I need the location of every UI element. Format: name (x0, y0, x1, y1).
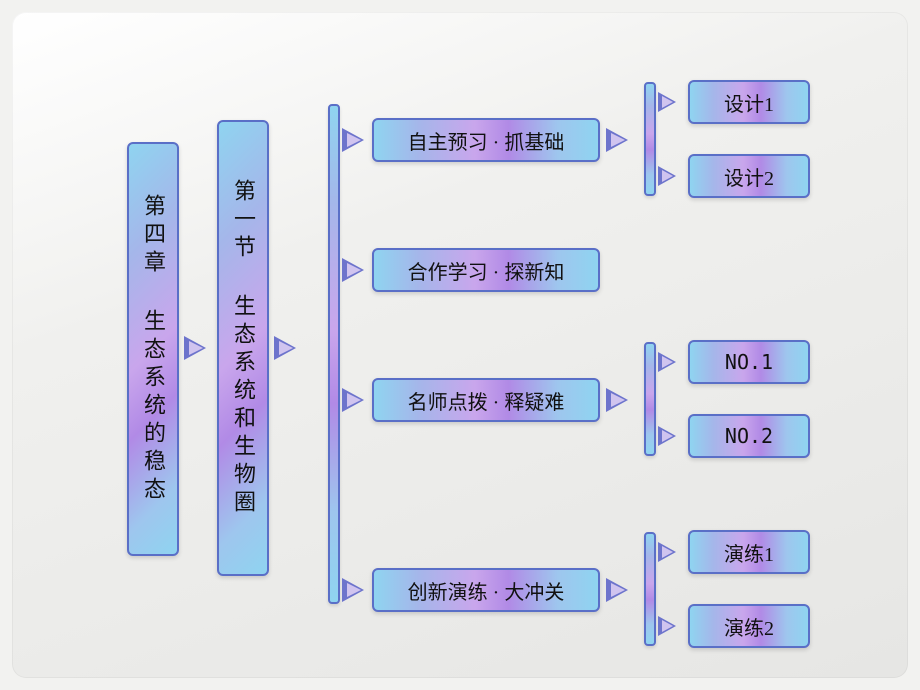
node-l1b: 设计2 (688, 154, 810, 198)
node-l4b: 演练2 (688, 604, 810, 648)
node-section-label: 第一节 生态系统和生物圈 (227, 179, 259, 518)
node-m4: 创新演练 · 大冲关 (372, 568, 600, 612)
node-l3b: NO.2 (688, 414, 810, 458)
node-chapter-label: 第四章 生态系统的稳态 (137, 194, 169, 505)
node-l4b-label: 演练2 (724, 612, 774, 641)
node-m1: 自主预习 · 抓基础 (372, 118, 600, 162)
node-m2: 合作学习 · 探新知 (372, 248, 600, 292)
node-l1a-label: 设计1 (724, 88, 774, 117)
node-section: 第一节 生态系统和生物圈 (217, 120, 269, 576)
node-l1a: 设计1 (688, 80, 810, 124)
node-m3: 名师点拨 · 释疑难 (372, 378, 600, 422)
connector-bar-m4 (644, 532, 656, 646)
node-l1b-label: 设计2 (724, 162, 774, 191)
node-l4a: 演练1 (688, 530, 810, 574)
node-l3a-label: NO.1 (725, 350, 773, 374)
node-l3b-label: NO.2 (725, 424, 773, 448)
connector-bar-m1 (644, 82, 656, 196)
node-m2-label: 合作学习 · 探新知 (408, 256, 565, 285)
diagram-panel: 第四章 生态系统的稳态 第一节 生态系统和生物圈 自主预习 · 抓基础 合作学习… (12, 12, 908, 678)
node-m4-label: 创新演练 · 大冲关 (408, 576, 565, 605)
node-l4a-label: 演练1 (724, 538, 774, 567)
connector-bar-m3 (644, 342, 656, 456)
connector-bar-main (328, 104, 340, 604)
node-m1-label: 自主预习 · 抓基础 (408, 126, 565, 155)
node-l3a: NO.1 (688, 340, 810, 384)
node-m3-label: 名师点拨 · 释疑难 (408, 386, 565, 415)
node-chapter: 第四章 生态系统的稳态 (127, 142, 179, 556)
